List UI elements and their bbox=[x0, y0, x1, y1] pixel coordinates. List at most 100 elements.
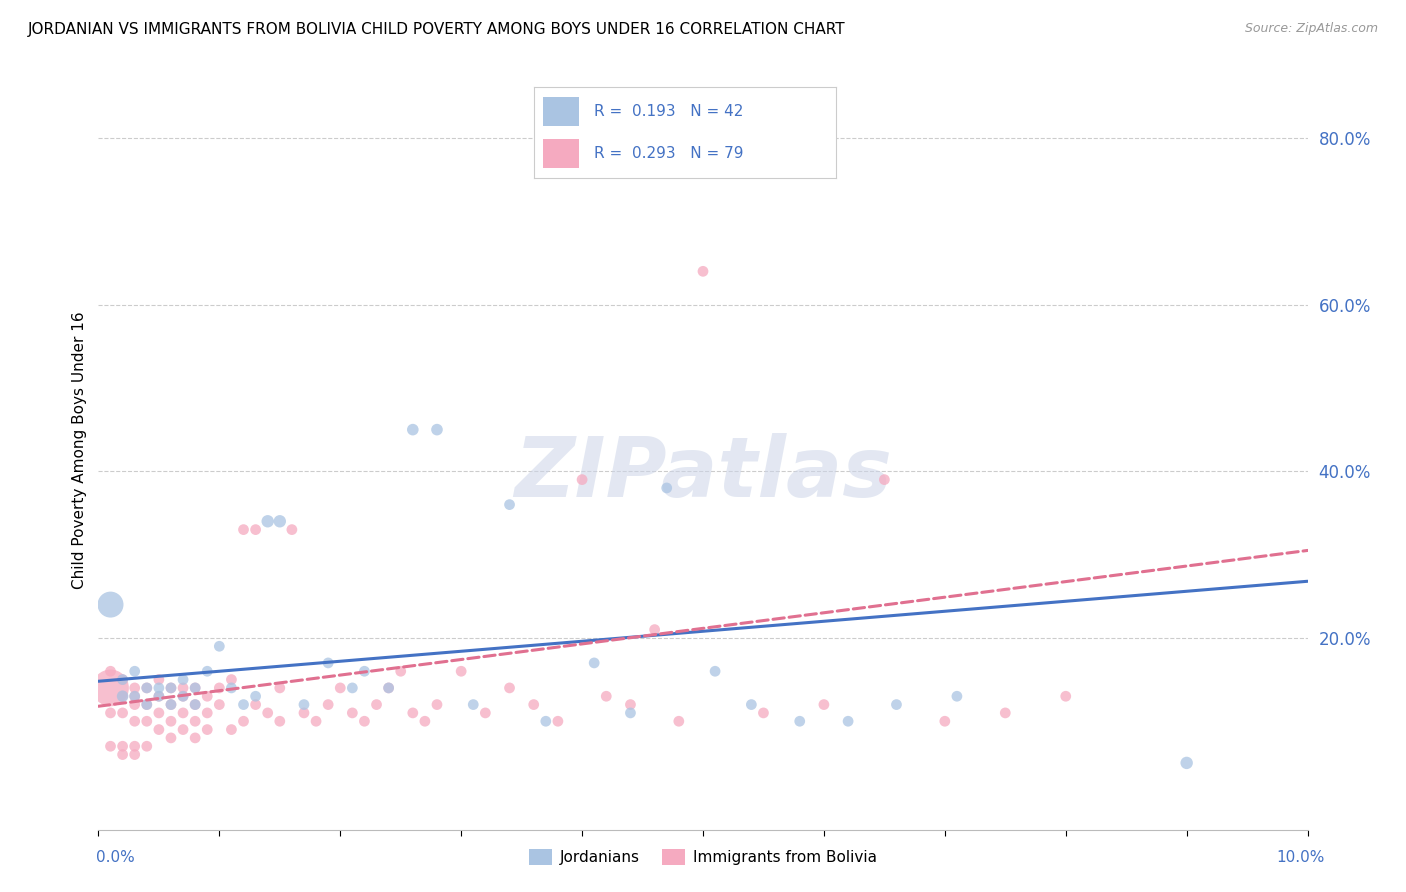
Point bbox=[402, 423, 425, 437]
Point bbox=[184, 681, 207, 695]
Point bbox=[232, 714, 254, 729]
Point bbox=[100, 706, 122, 720]
Point bbox=[305, 714, 328, 729]
Point bbox=[619, 698, 641, 712]
Point bbox=[160, 698, 183, 712]
Point bbox=[571, 473, 593, 487]
Point bbox=[111, 690, 134, 704]
Point bbox=[281, 523, 304, 537]
Point bbox=[172, 690, 194, 704]
Point bbox=[377, 681, 399, 695]
Point bbox=[402, 706, 425, 720]
Point bbox=[124, 698, 146, 712]
Point bbox=[377, 681, 399, 695]
Point bbox=[148, 723, 170, 737]
Text: Source: ZipAtlas.com: Source: ZipAtlas.com bbox=[1244, 22, 1378, 36]
Point bbox=[547, 714, 569, 729]
Point bbox=[426, 423, 449, 437]
Point bbox=[498, 681, 520, 695]
Point bbox=[160, 698, 183, 712]
Point bbox=[655, 481, 678, 495]
Point bbox=[692, 264, 714, 278]
Point bbox=[160, 731, 183, 745]
Point bbox=[245, 523, 267, 537]
Point bbox=[873, 473, 896, 487]
Point bbox=[148, 690, 170, 704]
Point bbox=[124, 739, 146, 754]
Point bbox=[837, 714, 859, 729]
Point bbox=[353, 714, 375, 729]
Text: 10.0%: 10.0% bbox=[1277, 850, 1324, 865]
Point bbox=[172, 690, 194, 704]
Point bbox=[111, 673, 134, 687]
Point bbox=[172, 681, 194, 695]
Point bbox=[195, 665, 218, 679]
Y-axis label: Child Poverty Among Boys Under 16: Child Poverty Among Boys Under 16 bbox=[72, 311, 87, 590]
Point bbox=[135, 698, 157, 712]
Point bbox=[124, 714, 146, 729]
Point bbox=[172, 673, 194, 687]
Point bbox=[135, 681, 157, 695]
Point bbox=[100, 739, 122, 754]
Point bbox=[124, 681, 146, 695]
Point bbox=[195, 706, 218, 720]
Point bbox=[124, 665, 146, 679]
Point bbox=[269, 514, 291, 528]
Point bbox=[111, 706, 134, 720]
Point bbox=[160, 714, 183, 729]
Point bbox=[148, 706, 170, 720]
Point bbox=[534, 714, 557, 729]
Point bbox=[668, 714, 690, 729]
Point bbox=[789, 714, 811, 729]
Point bbox=[353, 665, 375, 679]
Point bbox=[245, 690, 267, 704]
Point bbox=[256, 706, 278, 720]
Point bbox=[100, 598, 122, 612]
Point bbox=[256, 514, 278, 528]
Point bbox=[111, 739, 134, 754]
Point bbox=[426, 698, 449, 712]
Point bbox=[644, 623, 666, 637]
Point bbox=[1054, 690, 1077, 704]
Point bbox=[195, 723, 218, 737]
Point bbox=[366, 698, 388, 712]
Point bbox=[740, 698, 762, 712]
Point bbox=[148, 690, 170, 704]
Point bbox=[172, 723, 194, 737]
Point bbox=[221, 681, 243, 695]
Point bbox=[195, 690, 218, 704]
Point bbox=[269, 681, 291, 695]
Point bbox=[148, 673, 170, 687]
Point bbox=[316, 698, 339, 712]
Point bbox=[886, 698, 908, 712]
Point bbox=[124, 747, 146, 762]
Point bbox=[208, 681, 231, 695]
Point bbox=[813, 698, 835, 712]
Text: JORDANIAN VS IMMIGRANTS FROM BOLIVIA CHILD POVERTY AMONG BOYS UNDER 16 CORRELATI: JORDANIAN VS IMMIGRANTS FROM BOLIVIA CHI… bbox=[28, 22, 846, 37]
Point bbox=[413, 714, 436, 729]
Point bbox=[184, 698, 207, 712]
Point bbox=[124, 690, 146, 704]
Point bbox=[463, 698, 485, 712]
Point bbox=[316, 656, 339, 670]
Point bbox=[450, 665, 472, 679]
Point bbox=[583, 656, 606, 670]
Point bbox=[148, 681, 170, 695]
Point bbox=[498, 498, 520, 512]
Point bbox=[1175, 756, 1198, 770]
Point bbox=[135, 681, 157, 695]
Point bbox=[135, 714, 157, 729]
Point bbox=[160, 681, 183, 695]
Point bbox=[232, 698, 254, 712]
Point bbox=[474, 706, 496, 720]
Point bbox=[245, 698, 267, 712]
Point bbox=[221, 673, 243, 687]
Point bbox=[184, 698, 207, 712]
Point bbox=[934, 714, 956, 729]
Point bbox=[269, 714, 291, 729]
Point bbox=[292, 706, 315, 720]
Point bbox=[292, 698, 315, 712]
Point bbox=[208, 640, 231, 654]
Point bbox=[994, 706, 1017, 720]
Point bbox=[172, 706, 194, 720]
